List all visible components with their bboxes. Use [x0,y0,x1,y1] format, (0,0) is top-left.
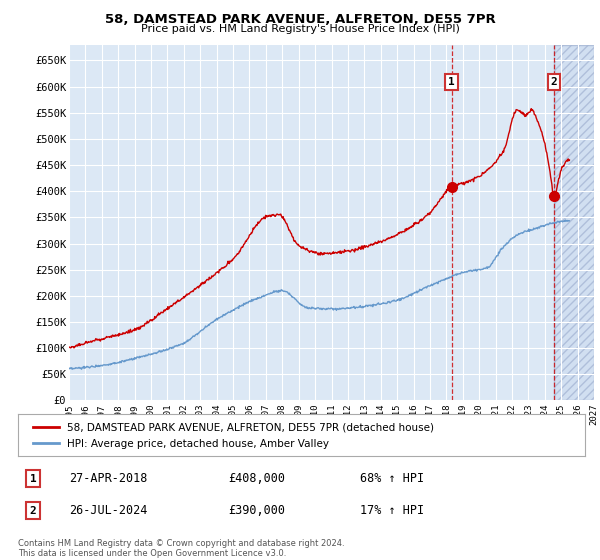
Text: 58, DAMSTEAD PARK AVENUE, ALFRETON, DE55 7PR: 58, DAMSTEAD PARK AVENUE, ALFRETON, DE55… [104,13,496,26]
Bar [554,45,594,400]
Text: 68% ↑ HPI: 68% ↑ HPI [360,472,424,486]
Text: 27-APR-2018: 27-APR-2018 [69,472,148,486]
Text: Contains HM Land Registry data © Crown copyright and database right 2024.
This d: Contains HM Land Registry data © Crown c… [18,539,344,558]
Text: 1: 1 [448,77,455,87]
Text: 26-JUL-2024: 26-JUL-2024 [69,504,148,517]
Text: 2: 2 [550,77,557,87]
Legend: 58, DAMSTEAD PARK AVENUE, ALFRETON, DE55 7PR (detached house), HPI: Average pric: 58, DAMSTEAD PARK AVENUE, ALFRETON, DE55… [29,418,439,452]
Text: £390,000: £390,000 [228,504,285,517]
Bar [554,45,594,400]
Text: 17% ↑ HPI: 17% ↑ HPI [360,504,424,517]
Text: Price paid vs. HM Land Registry's House Price Index (HPI): Price paid vs. HM Land Registry's House … [140,24,460,34]
Text: £408,000: £408,000 [228,472,285,486]
Text: 2: 2 [29,506,37,516]
Text: 1: 1 [29,474,37,484]
